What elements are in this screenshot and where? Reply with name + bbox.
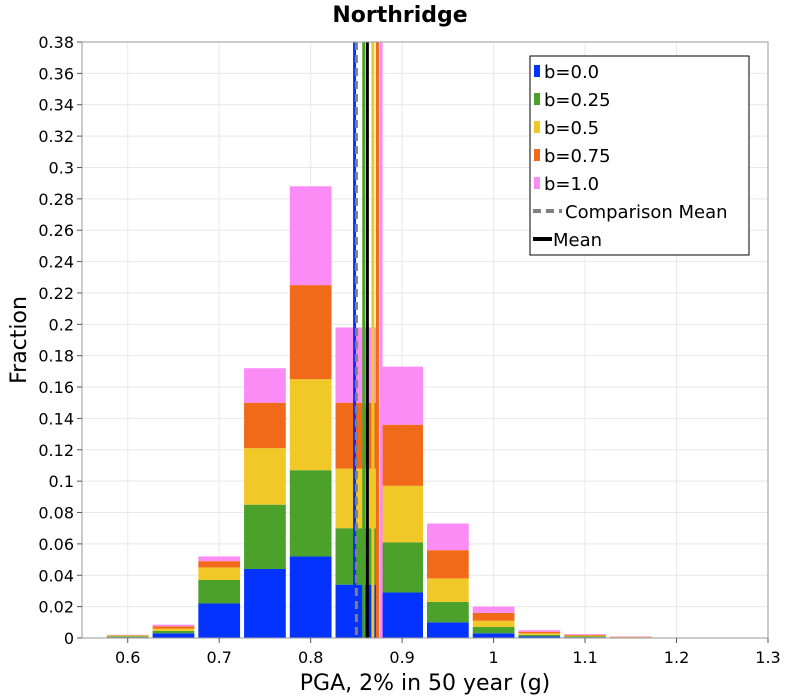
bar-segment-b025 [244, 504, 286, 569]
y-tick-label: 0.3 [49, 158, 74, 177]
bar-segment-b075 [427, 550, 469, 579]
x-axis-title: PGA, 2% in 50 year (g) [300, 671, 551, 696]
y-tick-label: 0.34 [38, 96, 74, 115]
bar-segment-b10 [472, 606, 515, 613]
bar-segment-b10 [335, 327, 378, 403]
bar-segment-b00 [427, 622, 469, 638]
bar-segment-b025 [152, 630, 195, 634]
bar-segment-b05 [152, 628, 195, 631]
bar-segment-b05 [198, 567, 241, 580]
bar-segment-b10 [427, 523, 469, 551]
legend-label: b=0.0 [544, 62, 599, 83]
legend-label: Mean [553, 230, 602, 251]
bar-segment-b075 [198, 561, 241, 568]
bar-segment-b10 [152, 624, 195, 627]
bar-segment-b025 [289, 470, 332, 557]
bar-segment-b00 [198, 603, 241, 638]
bar-segment-b075 [472, 612, 515, 621]
x-tick-label: 1.3 [755, 648, 780, 667]
legend-label: b=0.25 [544, 90, 611, 111]
y-tick-label: 0.16 [38, 378, 74, 397]
y-tick-label: 0.28 [38, 190, 74, 209]
bar-segment-b075 [289, 285, 332, 380]
legend-swatch [534, 121, 540, 133]
bar-segment-b075 [152, 626, 195, 629]
bar-segment-b025 [472, 627, 515, 634]
bar-segment-b05 [106, 635, 149, 637]
legend-label: b=1.0 [544, 174, 599, 195]
bar-segment-b10 [244, 368, 286, 403]
bars [106, 186, 698, 638]
y-tick-label: 0.18 [38, 347, 74, 366]
y-tick-label: 0.32 [38, 127, 74, 146]
bar-segment-b05 [427, 578, 469, 602]
legend-label: b=0.5 [544, 118, 599, 139]
legend-swatch [534, 149, 540, 161]
bar-segment-b00 [472, 633, 515, 638]
bar-segment-b05 [564, 635, 606, 637]
bar-segment-b00 [381, 592, 423, 638]
y-tick-label: 0.26 [38, 221, 74, 240]
y-tick-label: 0.24 [38, 253, 74, 272]
bar-segment-b075 [244, 402, 286, 449]
y-tick-label: 0.14 [38, 409, 74, 428]
x-tick-label: 0.8 [298, 648, 323, 667]
x-tick-label: 1.1 [572, 648, 597, 667]
bar-segment-b10 [198, 556, 241, 562]
x-tick-label: 0.7 [206, 648, 231, 667]
bar-segment-b10 [381, 366, 423, 425]
legend-swatch [534, 177, 540, 189]
x-tick-label: 0.9 [389, 648, 414, 667]
bar-segment-b05 [381, 485, 423, 543]
bar-segment-b05 [289, 379, 332, 471]
bar-segment-b025 [198, 579, 241, 604]
y-tick-label: 0.06 [38, 535, 74, 554]
bar-segment-b00 [289, 556, 332, 638]
y-tick-label: 0.12 [38, 441, 74, 460]
bar-segment-b025 [381, 542, 423, 593]
bar-segment-b025 [106, 636, 149, 638]
bar-segment-b10 [289, 186, 332, 286]
bar-segment-b075 [381, 424, 423, 486]
legend-label: Comparison Mean [565, 202, 728, 223]
chart-title: Northridge [332, 3, 467, 28]
legend-swatch [534, 65, 540, 77]
plot-area-frame [81, 41, 769, 639]
x-tick-label: 1 [489, 648, 499, 667]
y-tick-label: 0 [64, 629, 74, 648]
bar-segment-b075 [564, 634, 606, 636]
x-tick-label: 1.2 [664, 648, 689, 667]
x-tick-label: 0.6 [115, 648, 140, 667]
bar-segment-b05 [472, 620, 515, 628]
bar-segment-b075 [518, 631, 561, 634]
y-tick-label: 0.08 [38, 504, 74, 523]
y-tick-label: 0.38 [38, 33, 74, 52]
bar-segment-b025 [518, 634, 561, 637]
bar-segment-b025 [564, 636, 606, 638]
bar-segment-b05 [518, 633, 561, 635]
bar-segment-b00 [152, 633, 195, 638]
y-tick-label: 0.2 [49, 315, 74, 334]
y-axis-title: Fraction [7, 296, 32, 384]
bar-segment-b00 [244, 568, 286, 638]
bar-segment-b10 [564, 634, 606, 635]
legend-box [529, 55, 750, 256]
bar-segment-b05 [244, 448, 286, 505]
y-tick-label: 0.02 [38, 598, 74, 617]
y-tick-label: 0.1 [49, 472, 74, 491]
legend-label: b=0.75 [544, 146, 611, 167]
bar-segment-b10 [518, 630, 561, 632]
x-axis-ticks: 0.6 0.7 0.8 0.9 1 1.1 1.2 1.3 [115, 638, 781, 667]
legend: b=0.0 b=0.25 b=0.5 b=0.75 b=1.0 Comparison Me… [529, 55, 750, 256]
bar-segment-b025 [427, 601, 469, 623]
mean-lines [353, 42, 383, 638]
bar-segment-b00 [518, 636, 561, 638]
y-tick-label: 0.04 [38, 566, 74, 585]
legend-swatch [534, 93, 540, 105]
y-tick-label: 0.36 [38, 64, 74, 83]
y-tick-label: 0.22 [38, 284, 74, 303]
y-axis-ticks: 0 0.02 0.04 0.06 0.08 0.1 0.12 0.14 0.16 0.18 0.2 0… [38, 33, 82, 648]
